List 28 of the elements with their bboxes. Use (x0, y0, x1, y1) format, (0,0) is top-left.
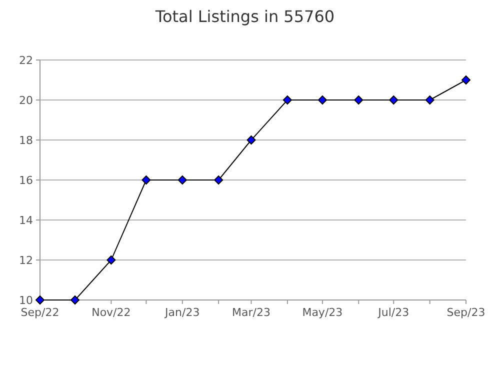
chart-title: Total Listings in 55760 (154, 7, 335, 26)
x-tick-label: Jul/23 (377, 306, 410, 319)
point (70, 296, 80, 304)
y-tick-label: 18 (19, 134, 33, 147)
point (354, 96, 364, 104)
y-tick-label: 12 (19, 254, 33, 267)
y-tick-label: 22 (19, 54, 33, 67)
y-tick-label: 10 (19, 294, 33, 307)
x-tick-label: Mar/23 (232, 306, 270, 319)
point (246, 136, 256, 144)
point (462, 76, 470, 84)
y-tick-label: 16 (19, 174, 33, 187)
point (106, 256, 116, 264)
x-tick-label: Nov/22 (92, 306, 131, 319)
x-tick-label: Sep/23 (446, 306, 486, 319)
point (425, 96, 434, 104)
point (318, 96, 327, 104)
x-tick-label: May/23 (302, 306, 343, 319)
point (214, 176, 224, 184)
point (282, 96, 292, 104)
y-tick-label: 14 (19, 214, 33, 227)
x-tick-label: Jan/23 (164, 306, 200, 319)
x-tick-label: Sep/22 (20, 306, 60, 319)
y-tick-label: 20 (19, 94, 33, 107)
point (36, 296, 44, 304)
point (389, 96, 398, 104)
point (178, 176, 187, 184)
point (142, 176, 151, 184)
